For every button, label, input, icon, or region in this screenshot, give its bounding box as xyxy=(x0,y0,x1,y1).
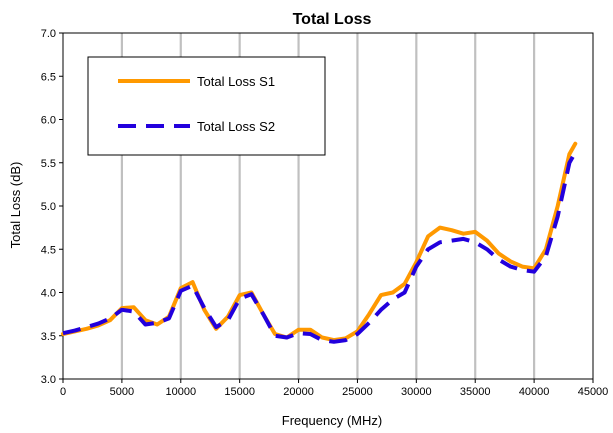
x-tick-label: 30000 xyxy=(401,386,432,398)
y-tick-label: 3.5 xyxy=(41,331,56,343)
x-tick-label: 5000 xyxy=(110,386,134,398)
legend: Total Loss S1 Total Loss S2 xyxy=(87,56,326,156)
y-tick-label: 4.0 xyxy=(41,288,56,300)
x-tick-label: 20000 xyxy=(283,386,314,398)
series-layer xyxy=(61,141,578,344)
x-tick-label: 0 xyxy=(60,386,66,398)
x-tick-label: 40000 xyxy=(519,386,550,398)
y-tick-label: 4.5 xyxy=(41,244,56,256)
x-tick-label: 10000 xyxy=(165,386,196,398)
y-tick-label: 5.0 xyxy=(41,201,56,213)
series-line-total-loss-s1 xyxy=(61,141,578,343)
y-tick-label: 6.0 xyxy=(41,115,56,127)
x-axis-label: Frequency (MHz) xyxy=(282,413,382,428)
x-tick-label: 15000 xyxy=(224,386,255,398)
y-tick-label: 5.5 xyxy=(41,158,56,170)
legend-label-total-loss-s2: Total Loss S2 xyxy=(197,119,275,134)
chart-title: Total Loss xyxy=(293,11,372,28)
axis-ticks: 0 5000 10000 15000 20000 25000 30000 35000 40000… xyxy=(41,28,609,398)
legend-label-total-loss-s1: Total Loss S1 xyxy=(197,74,275,89)
x-tick-label: 25000 xyxy=(342,386,373,398)
x-tick-label: 45000 xyxy=(578,386,609,398)
y-tick-label: 6.5 xyxy=(41,71,56,83)
series-line-total-loss-s2 xyxy=(62,151,578,344)
y-axis-label: Total Loss (dB) xyxy=(8,162,23,249)
y-tick-label: 3.0 xyxy=(41,374,56,386)
x-tick-label: 35000 xyxy=(460,386,491,398)
y-tick-label: 7.0 xyxy=(41,28,56,40)
legend-box xyxy=(87,56,326,156)
